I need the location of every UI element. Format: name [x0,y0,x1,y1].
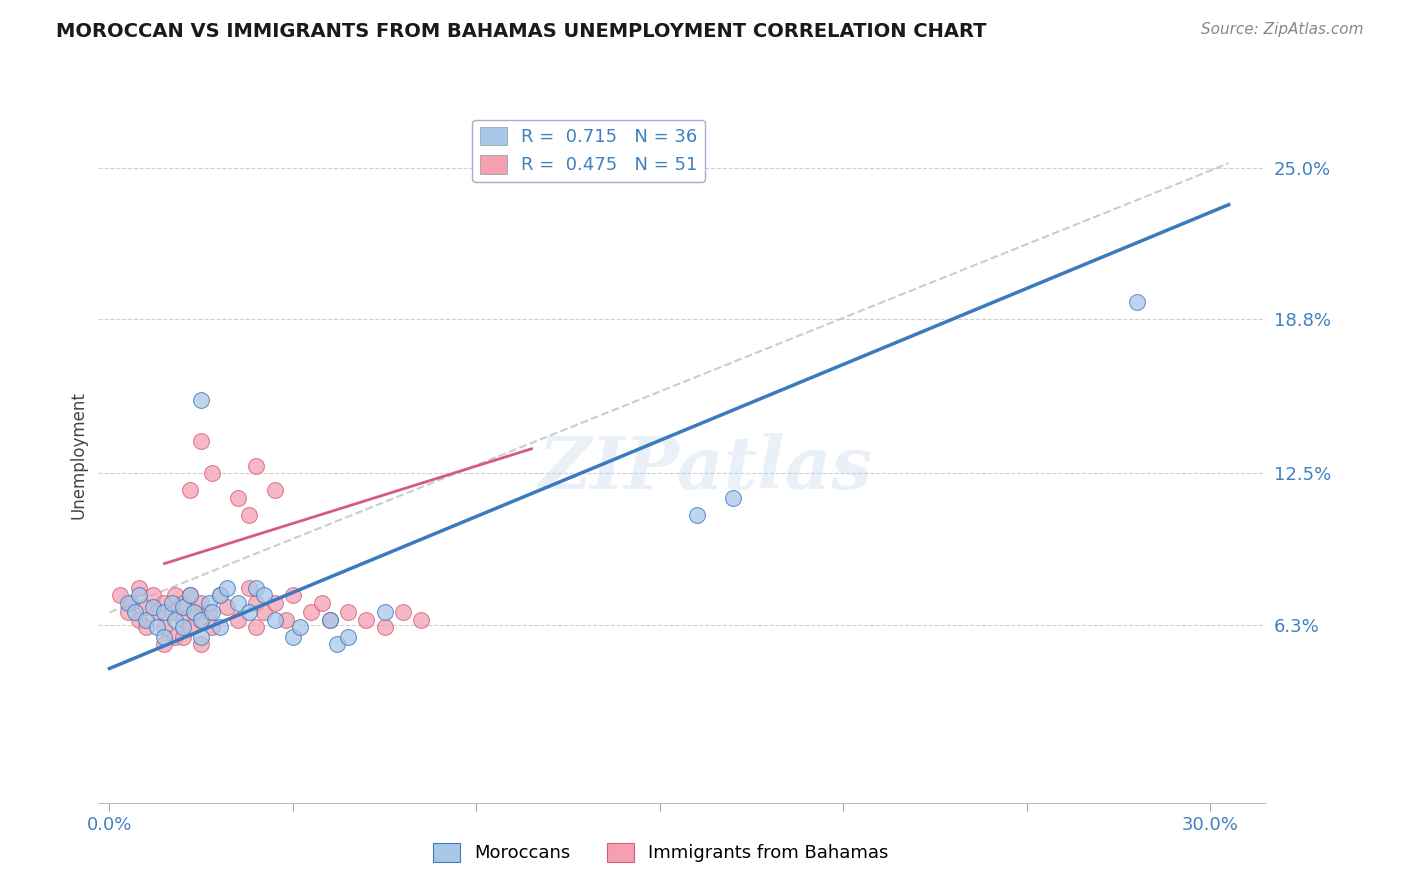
Point [183,606,205,620]
Point [172,630,194,644]
Point [318,613,340,627]
Point [165,630,187,644]
Point [226,596,249,610]
Point [179,620,201,634]
Point [172,620,194,634]
Legend: Moroccans, Immigrants from Bahamas: Moroccans, Immigrants from Bahamas [426,836,896,870]
Point [153,630,176,644]
Point [374,620,396,634]
Point [238,606,260,620]
Point [245,620,267,634]
Point [190,392,212,407]
Point [153,637,176,651]
Point [135,613,157,627]
Point [172,596,194,610]
Point [263,596,285,610]
Point [215,581,238,595]
Point [326,637,349,651]
Point [146,620,169,634]
Point [208,588,231,602]
Point [356,613,378,627]
Point [263,613,285,627]
Point [245,458,267,473]
Point [299,606,322,620]
Point [117,606,139,620]
Point [179,483,201,498]
Point [190,613,212,627]
Point [245,581,267,595]
Point [201,606,224,620]
Point [197,606,219,620]
Point [208,588,231,602]
Legend: R =  0.715   N = 36, R =  0.475   N = 51: R = 0.715 N = 36, R = 0.475 N = 51 [472,120,704,182]
Point [160,606,183,620]
Text: ZIPatlas: ZIPatlas [538,434,872,504]
Point [190,596,212,610]
Point [1126,295,1149,310]
Point [290,620,312,634]
Point [252,606,274,620]
Point [281,630,304,644]
Point [281,588,304,602]
Point [110,588,132,602]
Point [135,620,157,634]
Point [128,581,150,595]
Point [252,588,274,602]
Point [274,613,297,627]
Point [336,630,359,644]
Point [128,588,150,602]
Point [238,581,260,595]
Y-axis label: Unemployment: Unemployment [69,391,87,519]
Point [245,596,267,610]
Point [153,606,176,620]
Point [201,467,224,481]
Point [179,588,201,602]
Point [197,596,219,610]
Text: Source: ZipAtlas.com: Source: ZipAtlas.com [1201,22,1364,37]
Point [124,606,146,620]
Point [208,620,231,634]
Point [336,606,359,620]
Point [190,613,212,627]
Point [165,613,187,627]
Point [201,620,224,634]
Point [183,606,205,620]
Point [226,613,249,627]
Text: MOROCCAN VS IMMIGRANTS FROM BAHAMAS UNEMPLOYMENT CORRELATION CHART: MOROCCAN VS IMMIGRANTS FROM BAHAMAS UNEM… [56,22,987,41]
Point [165,588,187,602]
Point [374,606,396,620]
Point [142,600,165,615]
Point [215,600,238,615]
Point [226,491,249,505]
Point [392,606,415,620]
Point [172,613,194,627]
Point [153,620,176,634]
Point [153,596,176,610]
Point [411,613,433,627]
Point [120,596,142,610]
Point [190,434,212,449]
Point [238,508,260,522]
Point [311,596,333,610]
Point [142,588,165,602]
Point [146,606,169,620]
Point [190,637,212,651]
Point [117,596,139,610]
Point [685,508,707,522]
Point [723,491,745,505]
Point [190,630,212,644]
Point [135,600,157,615]
Point [263,483,285,498]
Point [128,613,150,627]
Point [172,600,194,615]
Point [179,588,201,602]
Point [160,596,183,610]
Point [318,613,340,627]
